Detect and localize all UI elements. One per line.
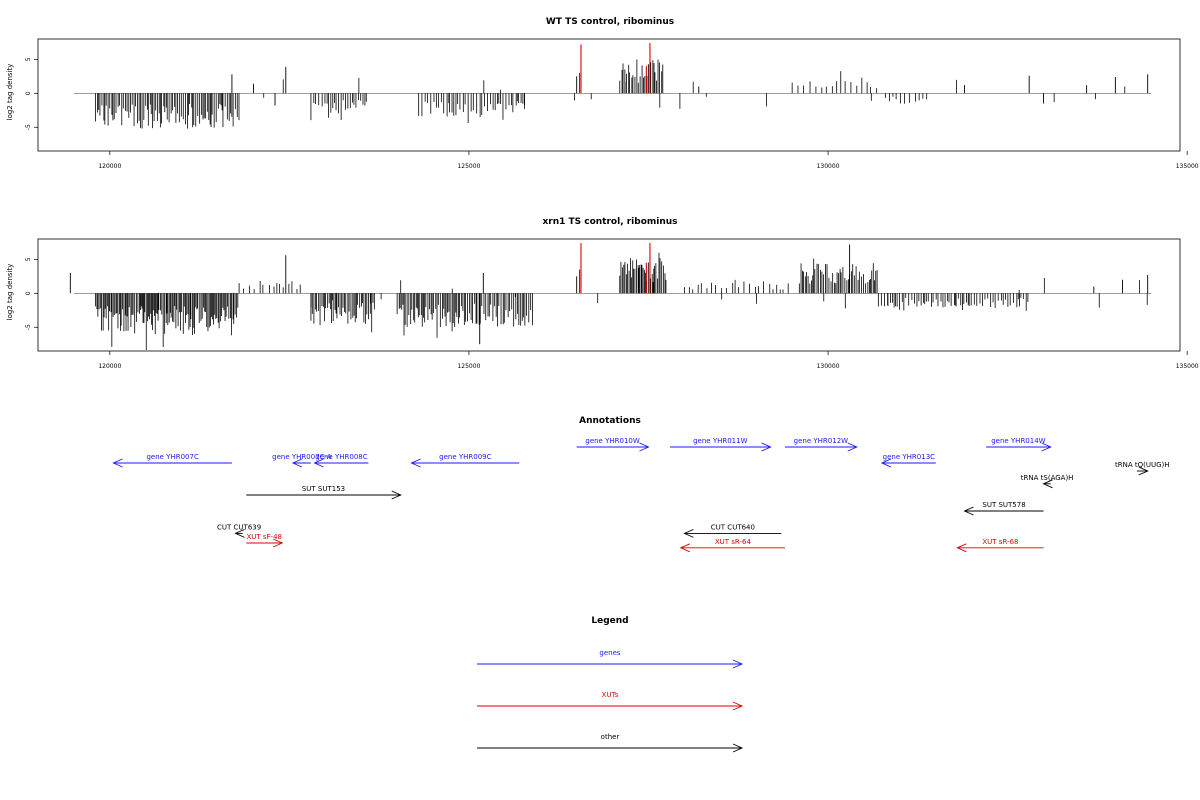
- feature-label: tRNA tQ(UUG)H: [1115, 461, 1170, 469]
- annotation-feature: gene YHR011W: [670, 437, 772, 452]
- feature-arrow-head: [234, 528, 245, 538]
- legend-arrow-head: [732, 701, 744, 711]
- legend-arrow-head: [732, 743, 744, 753]
- feature-label: CUT CUT640: [711, 523, 755, 531]
- annotation-feature: gene YHR009C: [410, 453, 520, 468]
- wt-track-title: WT TS control, ribominus: [546, 17, 674, 27]
- feature-label: XUT sF-48: [246, 533, 282, 541]
- annotation-feature: gene YHR007C-A: [272, 453, 332, 468]
- feature-label: SUT SUT153: [302, 485, 345, 493]
- feature-arrow-head: [683, 528, 694, 538]
- feature-label: gene YHR012W: [794, 437, 848, 445]
- wt-bars: [73, 43, 1152, 129]
- feature-label: gene YHR014W: [991, 437, 1045, 445]
- legend-title: Legend: [591, 616, 628, 626]
- annotation-feature: CUT CUT639: [217, 523, 261, 538]
- feature-arrow-head: [112, 458, 123, 468]
- x-tick-label: 125000: [457, 363, 480, 370]
- feature-arrow-head: [1041, 442, 1052, 452]
- feature-label: XUT sR-64: [715, 538, 752, 546]
- x-tick-label: 125000: [457, 163, 480, 170]
- xrn1-bars: [69, 243, 1152, 351]
- xrn1-y-ticks: -5 0 5: [25, 257, 38, 330]
- y-tick-label: 5: [25, 57, 32, 61]
- annotation-feature: XUT sR-68: [956, 538, 1044, 553]
- x-tick-label: 135000: [1176, 363, 1199, 370]
- feature-arrow-head: [679, 543, 691, 553]
- xrn1-x-ticks: 120000 125000 130000 135000: [98, 351, 1199, 370]
- x-tick-label: 120000: [98, 163, 121, 170]
- wt-y-axis-label: log2 tag density: [6, 64, 14, 121]
- y-tick-label: 0: [25, 291, 32, 295]
- x-tick-label: 130000: [817, 163, 840, 170]
- feature-label: tRNA tS(AGA)H: [1021, 474, 1074, 482]
- wt-track-panel: WT TS control, ribominus log2 tag densit…: [6, 17, 1199, 170]
- feature-arrow-head: [956, 543, 967, 553]
- annotation-feature: tRNA tQ(UUG)H: [1115, 461, 1170, 476]
- annotation-feature: gene YHR013C: [880, 453, 936, 468]
- annotation-feature: gene YHR014W: [986, 437, 1052, 452]
- annotation-feature: gene YHR012W: [784, 437, 858, 452]
- wt-y-ticks: -5 0 5: [25, 57, 38, 130]
- feature-arrow-head: [761, 442, 772, 452]
- legend-item: XUTs: [477, 691, 744, 711]
- feature-label: gene YHR007C: [146, 453, 198, 461]
- feature-label: gene YHR011W: [693, 437, 747, 445]
- xrn1-y-axis-label: log2 tag density: [6, 264, 14, 321]
- feature-arrow-head: [410, 458, 421, 468]
- legend-item: genes: [477, 649, 744, 669]
- legend-label: XUTs: [602, 691, 619, 699]
- y-tick-label: -5: [25, 324, 32, 330]
- feature-label: gene YHR013C: [883, 453, 935, 461]
- wt-x-ticks: 120000 125000 130000 135000: [98, 151, 1199, 170]
- feature-arrow-head: [847, 442, 858, 452]
- feature-label: SUT SUT578: [982, 501, 1025, 509]
- feature-label: CUT CUT639: [217, 523, 261, 531]
- legend-panel: Legend genes XUTs other: [477, 616, 744, 753]
- feature-arrow-head: [291, 458, 303, 468]
- x-tick-label: 135000: [1176, 163, 1199, 170]
- xrn1-track-panel: xrn1 TS control, ribominus log2 tag dens…: [6, 217, 1199, 370]
- feature-arrow-head: [273, 538, 284, 548]
- y-tick-label: 0: [25, 91, 32, 95]
- wt-plot-frame: [37, 38, 1181, 152]
- feature-arrow-head: [1042, 479, 1053, 489]
- legend-item: other: [477, 733, 744, 753]
- feature-label: gene YHR009C: [439, 453, 491, 461]
- annotation-feature: CUT CUT640: [683, 523, 782, 538]
- annotations-title: Annotations: [579, 416, 641, 426]
- feature-label: gene YHR007C-A: [272, 453, 332, 461]
- y-tick-label: -5: [25, 124, 32, 130]
- legend-label: genes: [599, 649, 620, 657]
- annotation-feature: tRNA tS(AGA)H: [1021, 474, 1074, 489]
- annotation-feature: gene YHR007C: [112, 453, 232, 468]
- x-tick-label: 130000: [817, 363, 840, 370]
- feature-arrow-head: [639, 442, 650, 452]
- annotations-panel: Annotations gene YHR007C gene YHR007C-Age…: [112, 416, 1170, 553]
- feature-arrow-head: [1138, 466, 1149, 476]
- feature-arrow-head: [391, 490, 402, 500]
- xrn1-plot-frame: [37, 238, 1181, 352]
- feature-arrow-head: [880, 458, 892, 468]
- legend-label: other: [601, 733, 620, 741]
- annotation-feature: gene YHR008C: [313, 453, 369, 468]
- annotation-feature: SUT SUT153: [246, 485, 402, 500]
- annotation-feature: XUT sF-48: [246, 533, 284, 548]
- annotation-feature: gene YHR010W: [576, 437, 650, 452]
- annotation-feature: XUT sR-64: [679, 538, 785, 553]
- feature-label: XUT sR-68: [982, 538, 1018, 546]
- feature-arrow-head: [963, 506, 974, 516]
- feature-label: gene YHR010W: [585, 437, 639, 445]
- xrn1-track-title: xrn1 TS control, ribominus: [542, 217, 677, 227]
- feature-label: gene YHR008C: [315, 453, 367, 461]
- legend-items: genes XUTs other: [477, 649, 744, 753]
- y-tick-label: 5: [25, 257, 32, 261]
- x-tick-label: 120000: [98, 363, 121, 370]
- legend-arrow-head: [732, 659, 744, 669]
- feature-arrow-head: [313, 458, 324, 468]
- annotation-feature: SUT SUT578: [963, 501, 1044, 516]
